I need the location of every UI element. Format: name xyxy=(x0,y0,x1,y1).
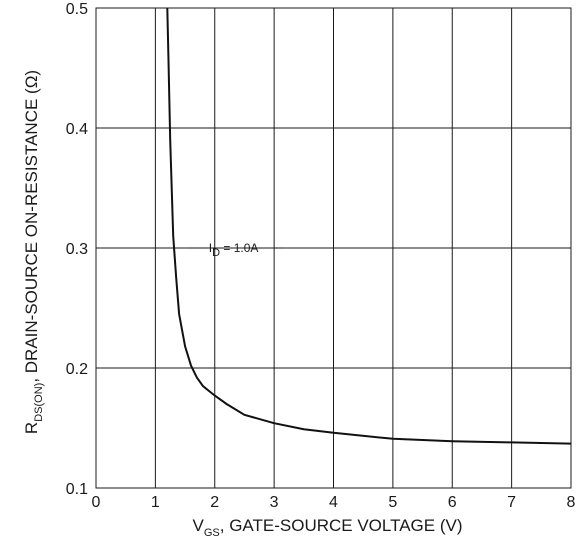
x-tick-label: 5 xyxy=(388,494,397,511)
x-tick-labels: 0 1 2 3 4 5 6 7 8 xyxy=(92,494,576,511)
y-tick-label: 0.4 xyxy=(66,121,88,138)
x-tick-label: 6 xyxy=(448,494,457,511)
x-axis-label-main: V xyxy=(193,516,205,535)
annotation-label: ID = 1.0A xyxy=(209,241,259,259)
x-tick-label: 8 xyxy=(567,494,576,511)
x-axis-label: VGS, GATE-SOURCE VOLTAGE (V) xyxy=(193,516,463,539)
annotation-sub: D xyxy=(212,247,220,259)
x-axis-label-sub: GS xyxy=(204,527,220,539)
annotation-rest: = 1.0A xyxy=(220,241,258,255)
y-tick-label: 0.2 xyxy=(66,361,88,378)
x-axis-label-rest: , GATE-SOURCE VOLTAGE (V) xyxy=(220,516,463,535)
annotation-main: I xyxy=(209,241,212,255)
x-tick-label: 1 xyxy=(151,494,160,511)
series-line xyxy=(166,7,572,445)
x-tick-label: 7 xyxy=(507,494,516,511)
y-axis-label-rest: , DRAIN-SOURCE ON-RESISTANCE (Ω) xyxy=(22,70,41,383)
x-tick-label: 2 xyxy=(210,494,219,511)
y-tick-labels: 0.1 0.2 0.3 0.4 0.5 xyxy=(66,1,88,498)
y-tick-label: 0.5 xyxy=(66,1,88,18)
grid xyxy=(96,8,571,488)
y-axis-label-main: R xyxy=(22,422,41,434)
y-tick-label: 0.1 xyxy=(66,481,88,498)
x-tick-label: 0 xyxy=(92,494,101,511)
plot-frame xyxy=(95,7,572,489)
annotation: ID = 1.0A xyxy=(188,241,283,259)
y-tick-label: 0.3 xyxy=(66,241,88,258)
x-tick-label: 3 xyxy=(270,494,279,511)
x-tick-label: 4 xyxy=(329,494,338,511)
y-axis-label: RDS(ON), DRAIN-SOURCE ON-RESISTANCE (Ω) xyxy=(22,70,45,434)
y-axis-label-sub: DS(ON) xyxy=(33,383,45,422)
